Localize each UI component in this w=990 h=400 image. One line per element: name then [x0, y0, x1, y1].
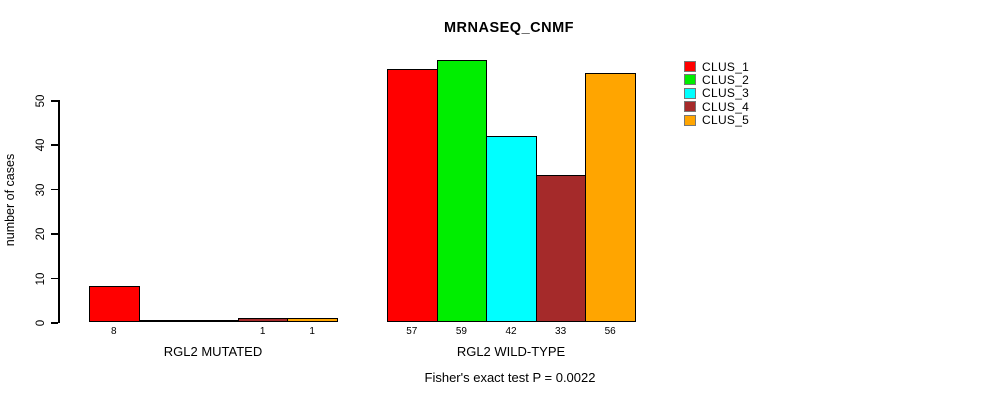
bar-value-label: 8	[111, 326, 117, 337]
x-category-label: RGL2 MUTATED	[163, 344, 263, 359]
bar-clus_2	[436, 60, 488, 322]
legend-label: CLUS_1	[702, 59, 750, 74]
bar-value-label: 1	[259, 326, 266, 337]
stat-annotation: Fisher's exact test P = 0.0022	[424, 370, 596, 385]
y-tick	[51, 322, 58, 324]
bar-value-label: 33	[555, 326, 567, 337]
y-tick-label: 20	[35, 227, 47, 241]
legend-swatch-icon	[684, 101, 696, 113]
y-tick	[51, 100, 58, 102]
y-tick-label: 0	[35, 319, 47, 327]
bar-value-label: 1	[309, 326, 315, 337]
chart-title: MRNASEQ_CNMF	[443, 20, 575, 36]
y-axis-line	[58, 100, 60, 323]
y-tick	[51, 188, 58, 191]
legend-swatch-icon	[684, 114, 696, 126]
bar-clus_5	[287, 318, 338, 322]
legend-item-clus_3: CLUS_3	[684, 86, 750, 101]
y-tick-label: 10	[35, 272, 47, 285]
legend-label: CLUS_5	[702, 113, 750, 128]
x-category-label: RGL2 WILD-TYPE	[456, 344, 566, 359]
bar-clus_3-zero	[188, 320, 239, 322]
bar-value-label: 56	[604, 326, 616, 337]
y-tick	[51, 144, 58, 146]
legend-label: CLUS_2	[702, 72, 750, 87]
y-tick	[51, 233, 58, 235]
y-tick-label: 30	[35, 183, 47, 197]
bar-clus_1	[387, 69, 438, 322]
legend-item-clus_2: CLUS_2	[684, 72, 750, 87]
bar-value-label: 57	[406, 326, 418, 337]
bar-clus_5	[585, 73, 636, 322]
legend-item-clus_1: CLUS_1	[684, 59, 750, 74]
legend-label: CLUS_4	[702, 99, 750, 114]
bar-clus_3	[486, 136, 537, 322]
y-tick	[51, 277, 58, 280]
bar-value-label: 42	[505, 326, 517, 337]
bar-clus_4	[535, 175, 587, 322]
y-axis-label: number of cases	[3, 153, 17, 247]
legend-swatch-icon	[684, 74, 696, 86]
bar-clus_1	[89, 286, 140, 322]
bar-value-label: 59	[455, 326, 467, 337]
legend-label: CLUS_3	[702, 86, 750, 101]
legend-item-clus_5: CLUS_5	[684, 113, 750, 128]
y-tick-label: 40	[35, 138, 47, 152]
legend-swatch-icon	[684, 87, 696, 99]
bar-clus_4	[237, 318, 289, 322]
bar-clus_2-zero	[138, 320, 190, 322]
legend-item-clus_4: CLUS_4	[684, 99, 750, 114]
legend-swatch-icon	[684, 61, 696, 72]
y-tick-label: 50	[35, 94, 47, 108]
